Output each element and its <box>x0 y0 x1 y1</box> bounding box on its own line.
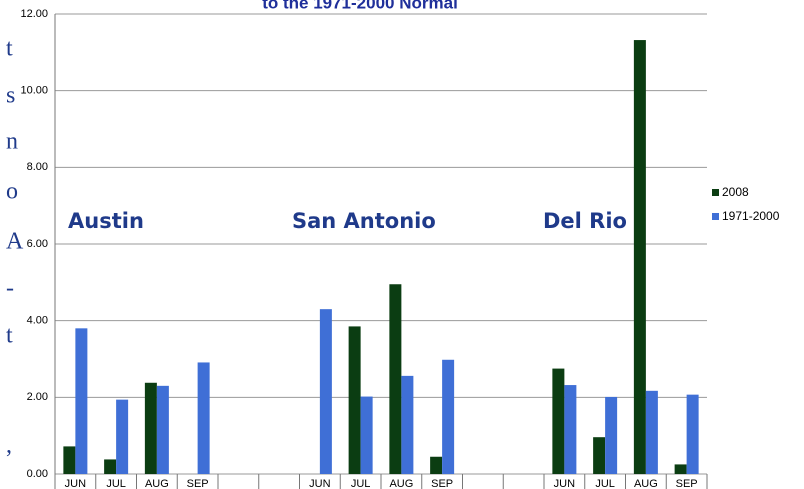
y-tick-label: 8.00 <box>27 161 48 173</box>
bar <box>104 459 117 474</box>
x-tick-label: JUL <box>106 478 126 489</box>
text-fragment: , <box>6 433 12 459</box>
annotation: Del Rio <box>543 209 627 233</box>
bar <box>401 375 414 474</box>
chart-title: to the 1971-2000 Normal <box>262 0 458 12</box>
y-tick-label: 2.00 <box>27 391 48 403</box>
x-tick-label: SEP <box>431 478 453 489</box>
bar <box>430 456 443 474</box>
y-tick-label: 0.00 <box>27 468 48 480</box>
x-tick-label: AUG <box>389 478 413 489</box>
bar <box>605 396 618 474</box>
bar <box>348 326 361 474</box>
x-tick-label: JUL <box>595 478 615 489</box>
bar <box>360 396 373 474</box>
y-tick-label: 10.00 <box>20 85 48 97</box>
y-tick-label: 12.00 <box>20 8 48 20</box>
bar <box>552 368 565 474</box>
bar <box>63 446 76 474</box>
text-fragment: t <box>6 323 13 349</box>
text-fragment: A <box>6 229 24 255</box>
bar <box>144 382 157 474</box>
x-tick-label: AUG <box>145 478 169 489</box>
bar <box>116 399 129 474</box>
bar <box>674 464 687 474</box>
bar <box>564 385 577 474</box>
x-tick-label: AUG <box>634 478 658 489</box>
x-tick-label: JUN <box>309 478 330 489</box>
text-fragment: o <box>6 179 18 205</box>
y-tick-label: 6.00 <box>27 238 48 250</box>
text-fragment: n <box>6 129 18 155</box>
bar <box>75 328 88 474</box>
x-tick-label: SEP <box>676 478 698 489</box>
x-tick-label: SEP <box>187 478 209 489</box>
bar <box>633 40 646 475</box>
text-fragment: - <box>6 276 14 302</box>
y-tick-label: 4.00 <box>27 315 48 327</box>
bar <box>593 437 606 474</box>
annotation: San Antonio <box>292 209 436 233</box>
text-fragment: t <box>6 36 13 62</box>
x-tick-label: JUN <box>65 478 86 489</box>
legend-swatch <box>712 213 719 220</box>
bar <box>645 390 658 474</box>
bar <box>197 362 210 474</box>
legend-swatch <box>712 189 719 196</box>
bar <box>319 309 332 474</box>
legend-label: 1971-2000 <box>722 209 780 223</box>
x-tick-label: JUL <box>351 478 371 489</box>
annotation: Austin <box>68 209 144 233</box>
x-tick-label: JUN <box>554 478 575 489</box>
bar <box>686 394 699 474</box>
bar <box>442 359 455 474</box>
bar <box>389 284 402 474</box>
legend-label: 2008 <box>722 185 749 199</box>
text-fragment: s <box>6 83 15 109</box>
bar <box>156 385 169 474</box>
